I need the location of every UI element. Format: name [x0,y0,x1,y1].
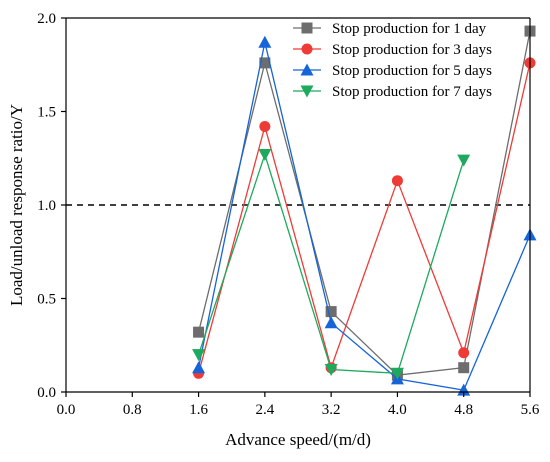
data-point [192,349,206,362]
data-point [193,326,205,338]
y-tick-label: 0.0 [37,385,56,401]
legend-item: Stop production for 5 days [293,63,492,79]
plot-area [66,25,537,396]
x-tick-label: 4.0 [388,402,407,418]
legend-marker [301,22,313,34]
series-line [197,152,465,374]
legend-label: Stop production for 7 days [332,84,492,100]
legend-item: Stop production for 1 day [293,21,487,37]
x-tick-label: 3.2 [322,402,341,418]
y-tick-label: 1.5 [37,105,56,121]
legend-label: Stop production for 3 days [332,42,492,58]
legend-marker [300,63,314,76]
data-point [457,154,471,167]
series-line [197,62,531,374]
series-line [197,42,531,391]
x-tick-label: 4.8 [454,402,473,418]
x-tick-label: 0.8 [123,402,142,418]
y-axis-title: Load/unload response ratio/Y [7,104,26,306]
legend: Stop production for 1 day Stop production… [293,21,492,100]
data-point [192,361,206,374]
legend-item: Stop production for 7 days [293,84,492,100]
data-point [390,367,404,380]
data-point [391,175,403,187]
data-point [259,57,271,69]
data-point [258,149,272,162]
data-point [458,362,470,374]
series-line [197,30,531,376]
data-point [325,306,337,318]
x-tick-label: 5.6 [521,402,540,418]
y-tick-label: 0.5 [37,292,56,308]
legend-label: Stop production for 5 days [332,63,492,79]
data-point [324,316,338,329]
x-tick-label: 2.4 [255,402,274,418]
y-tick-label: 1.0 [37,198,56,214]
series-3 [192,35,537,396]
legend-marker [300,85,314,98]
legend-label: Stop production for 1 day [332,21,487,37]
x-axis-title: Advance speed/(m/d) [225,430,371,449]
legend-item: Stop production for 3 days [293,42,492,58]
series-4 [192,149,471,380]
legend-marker [301,43,313,55]
data-point [259,120,271,132]
y-tick-label: 2.0 [37,11,56,27]
data-point [457,383,471,396]
data-point [258,35,272,48]
data-point [324,364,338,377]
x-tick-label: 1.6 [189,402,208,418]
ticks: 0.0 0.8 1.6 2.4 3.2 4.0 4.8 5.6 0.0 0.5 1.0 1.5 2.0 [37,11,540,418]
data-point [458,347,470,359]
x-tick-label: 0.0 [57,402,76,418]
